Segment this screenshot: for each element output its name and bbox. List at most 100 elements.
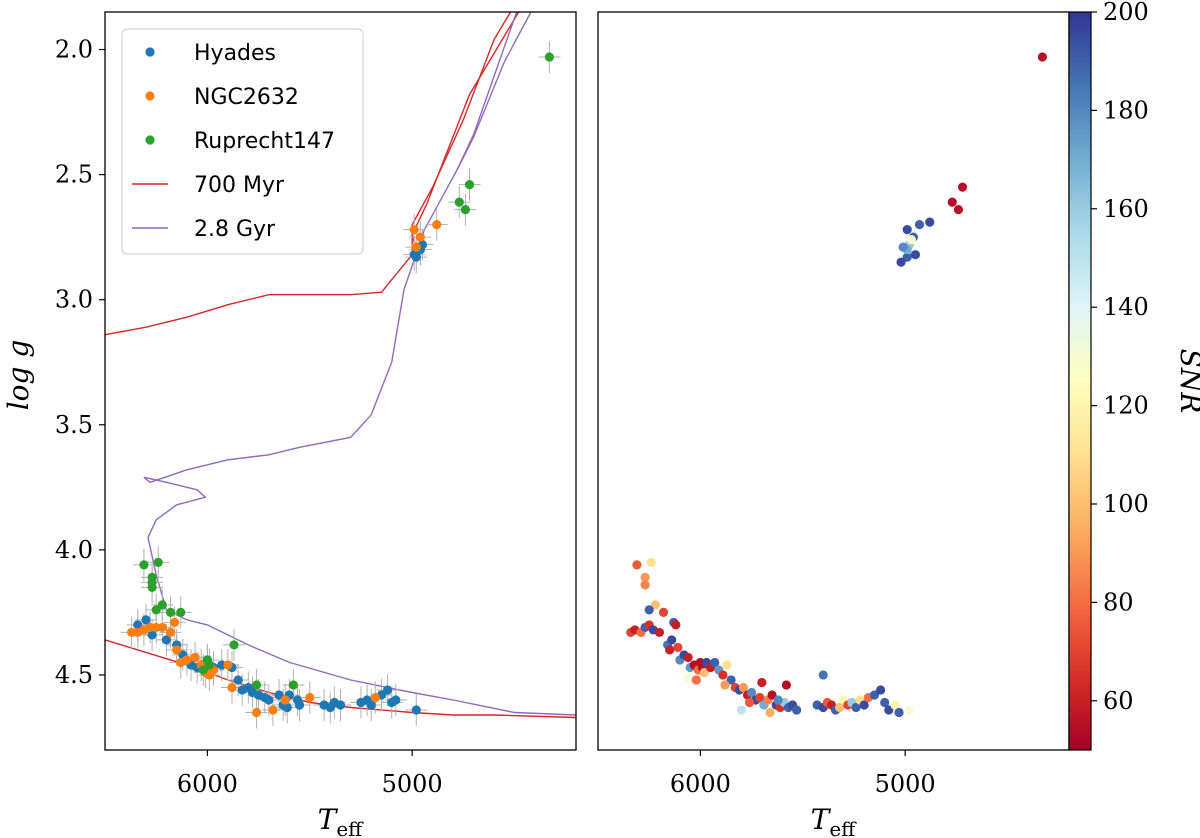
- left-x-ticks: 6000 5000: [177, 750, 443, 798]
- data-point: [464, 180, 475, 190]
- isochrone-line: [456, 12, 532, 170]
- data-point: [792, 705, 802, 715]
- y-axis-label: log g: [2, 340, 35, 411]
- colorbar-tick-label: 60: [1103, 687, 1134, 715]
- data-point: [264, 695, 274, 705]
- data-point: [736, 705, 746, 715]
- data-point: [411, 242, 421, 252]
- legend-marker: [145, 91, 155, 101]
- data-point: [898, 242, 908, 252]
- data-point: [765, 707, 775, 718]
- data-point: [370, 692, 380, 703]
- data-point: [818, 670, 828, 680]
- y-tick-label: 2.5: [55, 161, 93, 189]
- data-point: [876, 685, 886, 695]
- data-point: [667, 635, 677, 645]
- data-point: [673, 642, 683, 653]
- data-point: [172, 645, 182, 655]
- data-point: [454, 197, 464, 207]
- data-point: [773, 695, 783, 705]
- data-point: [305, 692, 315, 703]
- data-point: [890, 700, 900, 710]
- data-point: [726, 675, 736, 685]
- x-tick-label: 5000: [382, 770, 443, 798]
- data-point: [744, 697, 755, 708]
- data-point: [432, 220, 442, 230]
- data-point: [738, 682, 748, 693]
- legend-label: 700 Myr: [194, 173, 285, 198]
- data-point: [157, 600, 167, 610]
- data-point: [884, 705, 894, 715]
- colorbar-ticks: 60 80 100 120 140 160 180 200: [1091, 0, 1149, 715]
- data-point: [198, 665, 208, 675]
- data-point: [720, 680, 730, 690]
- data-point: [288, 680, 298, 690]
- colorbar-tick-label: 120: [1103, 392, 1149, 420]
- data-point: [147, 630, 157, 640]
- data-point: [460, 205, 471, 215]
- isochrone-line: [411, 12, 520, 250]
- data-point: [170, 617, 180, 628]
- colorbar-gradient: [1068, 11, 1092, 751]
- data-point: [658, 607, 669, 618]
- legend-label: Hyades: [194, 41, 276, 66]
- data-point: [683, 672, 693, 683]
- data-point: [139, 560, 149, 570]
- data-point: [755, 692, 765, 703]
- data-point: [147, 582, 157, 592]
- data-point: [859, 700, 869, 710]
- data-point: [165, 607, 176, 618]
- legend-label: NGC2632: [194, 85, 299, 110]
- legend-marker: [145, 135, 155, 145]
- data-point: [409, 250, 419, 260]
- data-point: [880, 697, 890, 708]
- legend: Hyades NGC2632 Ruprecht147 700 Myr 2.8 Gyr: [121, 28, 364, 255]
- x-tick-label: 5000: [875, 770, 936, 798]
- data-point: [699, 667, 710, 678]
- legend-label: Ruprecht147: [194, 129, 335, 154]
- legend-marker: [145, 47, 155, 57]
- data-point: [650, 600, 660, 610]
- x-tick-label: 6000: [670, 770, 731, 798]
- cluster-points: [127, 52, 554, 718]
- right-panel: 6000 5000 Teff: [597, 11, 1070, 838]
- data-point: [227, 682, 237, 693]
- data-point: [640, 572, 650, 582]
- colorbar-tick-label: 180: [1103, 96, 1149, 124]
- data-point: [391, 695, 401, 705]
- colorbar-label: SNR: [1174, 349, 1200, 414]
- y-tick-label: 4.0: [55, 536, 93, 564]
- right-x-axis-label: Teff: [811, 803, 858, 838]
- data-point: [957, 182, 968, 192]
- data-point: [902, 225, 912, 235]
- data-point: [182, 655, 192, 665]
- data-point: [383, 685, 393, 695]
- y-tick-label: 2.0: [55, 36, 93, 64]
- y-tick-label: 3.5: [55, 411, 93, 439]
- legend-box: [121, 28, 364, 255]
- data-point: [233, 675, 243, 685]
- data-point: [165, 627, 176, 638]
- data-point: [229, 640, 239, 650]
- data-point: [947, 197, 957, 207]
- data-point: [1037, 52, 1047, 62]
- data-point: [851, 702, 861, 713]
- data-point: [781, 680, 792, 690]
- data-point: [906, 235, 916, 245]
- colorbar-tick-label: 140: [1103, 293, 1149, 321]
- data-point: [904, 705, 914, 715]
- data-point: [671, 620, 681, 630]
- data-point: [718, 670, 728, 680]
- data-point: [280, 695, 290, 705]
- data-point: [153, 557, 163, 567]
- data-point: [151, 605, 161, 615]
- data-point: [835, 702, 845, 713]
- data-point: [925, 217, 935, 227]
- left-x-axis-label: Teff: [318, 803, 365, 838]
- isochrone-line: [143, 12, 576, 716]
- data-point: [683, 652, 693, 663]
- data-point: [251, 680, 262, 690]
- y-tick-label: 3.0: [55, 286, 93, 314]
- data-point: [366, 700, 376, 710]
- data-point: [411, 705, 421, 715]
